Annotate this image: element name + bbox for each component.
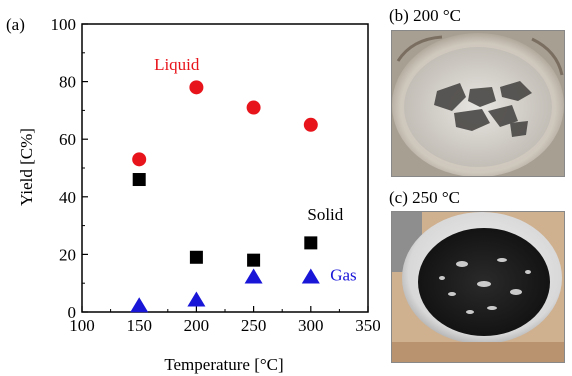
x-tick-label: 100 xyxy=(69,316,95,335)
y-tick-label: 0 xyxy=(68,303,77,322)
x-tick-label: 150 xyxy=(126,316,152,335)
crucible-200c-image xyxy=(392,31,564,176)
yield-scatter-chart: 100 150 200 250 300 350 0 20 40 60 80 100 Liquid Sol… xyxy=(6,15,381,374)
liquid-point xyxy=(303,117,318,132)
gas-point xyxy=(301,268,320,284)
annotation-solid: Solid xyxy=(307,205,343,224)
annotation-gas: Gas xyxy=(330,265,356,284)
liquid-point xyxy=(132,152,147,167)
panel-label-a: (a) xyxy=(6,15,25,34)
chart-axes xyxy=(81,23,369,313)
liquid-point xyxy=(246,100,261,115)
series-gas xyxy=(130,268,320,313)
x-tick-label: 350 xyxy=(355,316,380,335)
x-axis-label: Temperature [°C] xyxy=(164,355,283,374)
liquid-point xyxy=(189,80,204,95)
gas-point xyxy=(130,297,149,313)
solid-point xyxy=(189,250,203,264)
chart-annotations: Liquid Solid Gas xyxy=(154,55,357,284)
y-tick-label: 100 xyxy=(51,15,77,34)
x-tick-label: 250 xyxy=(241,316,267,335)
gas-point xyxy=(187,291,206,307)
photo-200c xyxy=(391,30,565,177)
chart-ticks: 100 150 200 250 300 350 0 20 40 60 80 100 xyxy=(51,15,381,335)
solid-point xyxy=(247,253,261,267)
plot-frame xyxy=(81,23,369,313)
chart-marks xyxy=(130,80,320,313)
y-tick-label: 20 xyxy=(59,245,76,264)
y-tick-label: 40 xyxy=(59,188,76,207)
series-liquid xyxy=(132,80,318,167)
y-tick-label: 60 xyxy=(59,130,76,149)
series-solid xyxy=(132,173,318,267)
panel-label-b: (b) 200 °C xyxy=(389,6,461,25)
solid-point xyxy=(304,236,318,250)
crucible-250c-image xyxy=(392,212,564,362)
x-tick-label: 300 xyxy=(298,316,324,335)
y-axis-label: Yield [C%] xyxy=(17,128,36,206)
solid-point xyxy=(132,173,146,187)
gas-point xyxy=(244,268,263,284)
panel-label-c: (c) 250 °C xyxy=(389,188,461,207)
y-tick-label: 80 xyxy=(59,73,76,92)
x-tick-label: 200 xyxy=(184,316,210,335)
annotation-liquid: Liquid xyxy=(154,55,200,74)
photo-250c xyxy=(391,211,565,363)
